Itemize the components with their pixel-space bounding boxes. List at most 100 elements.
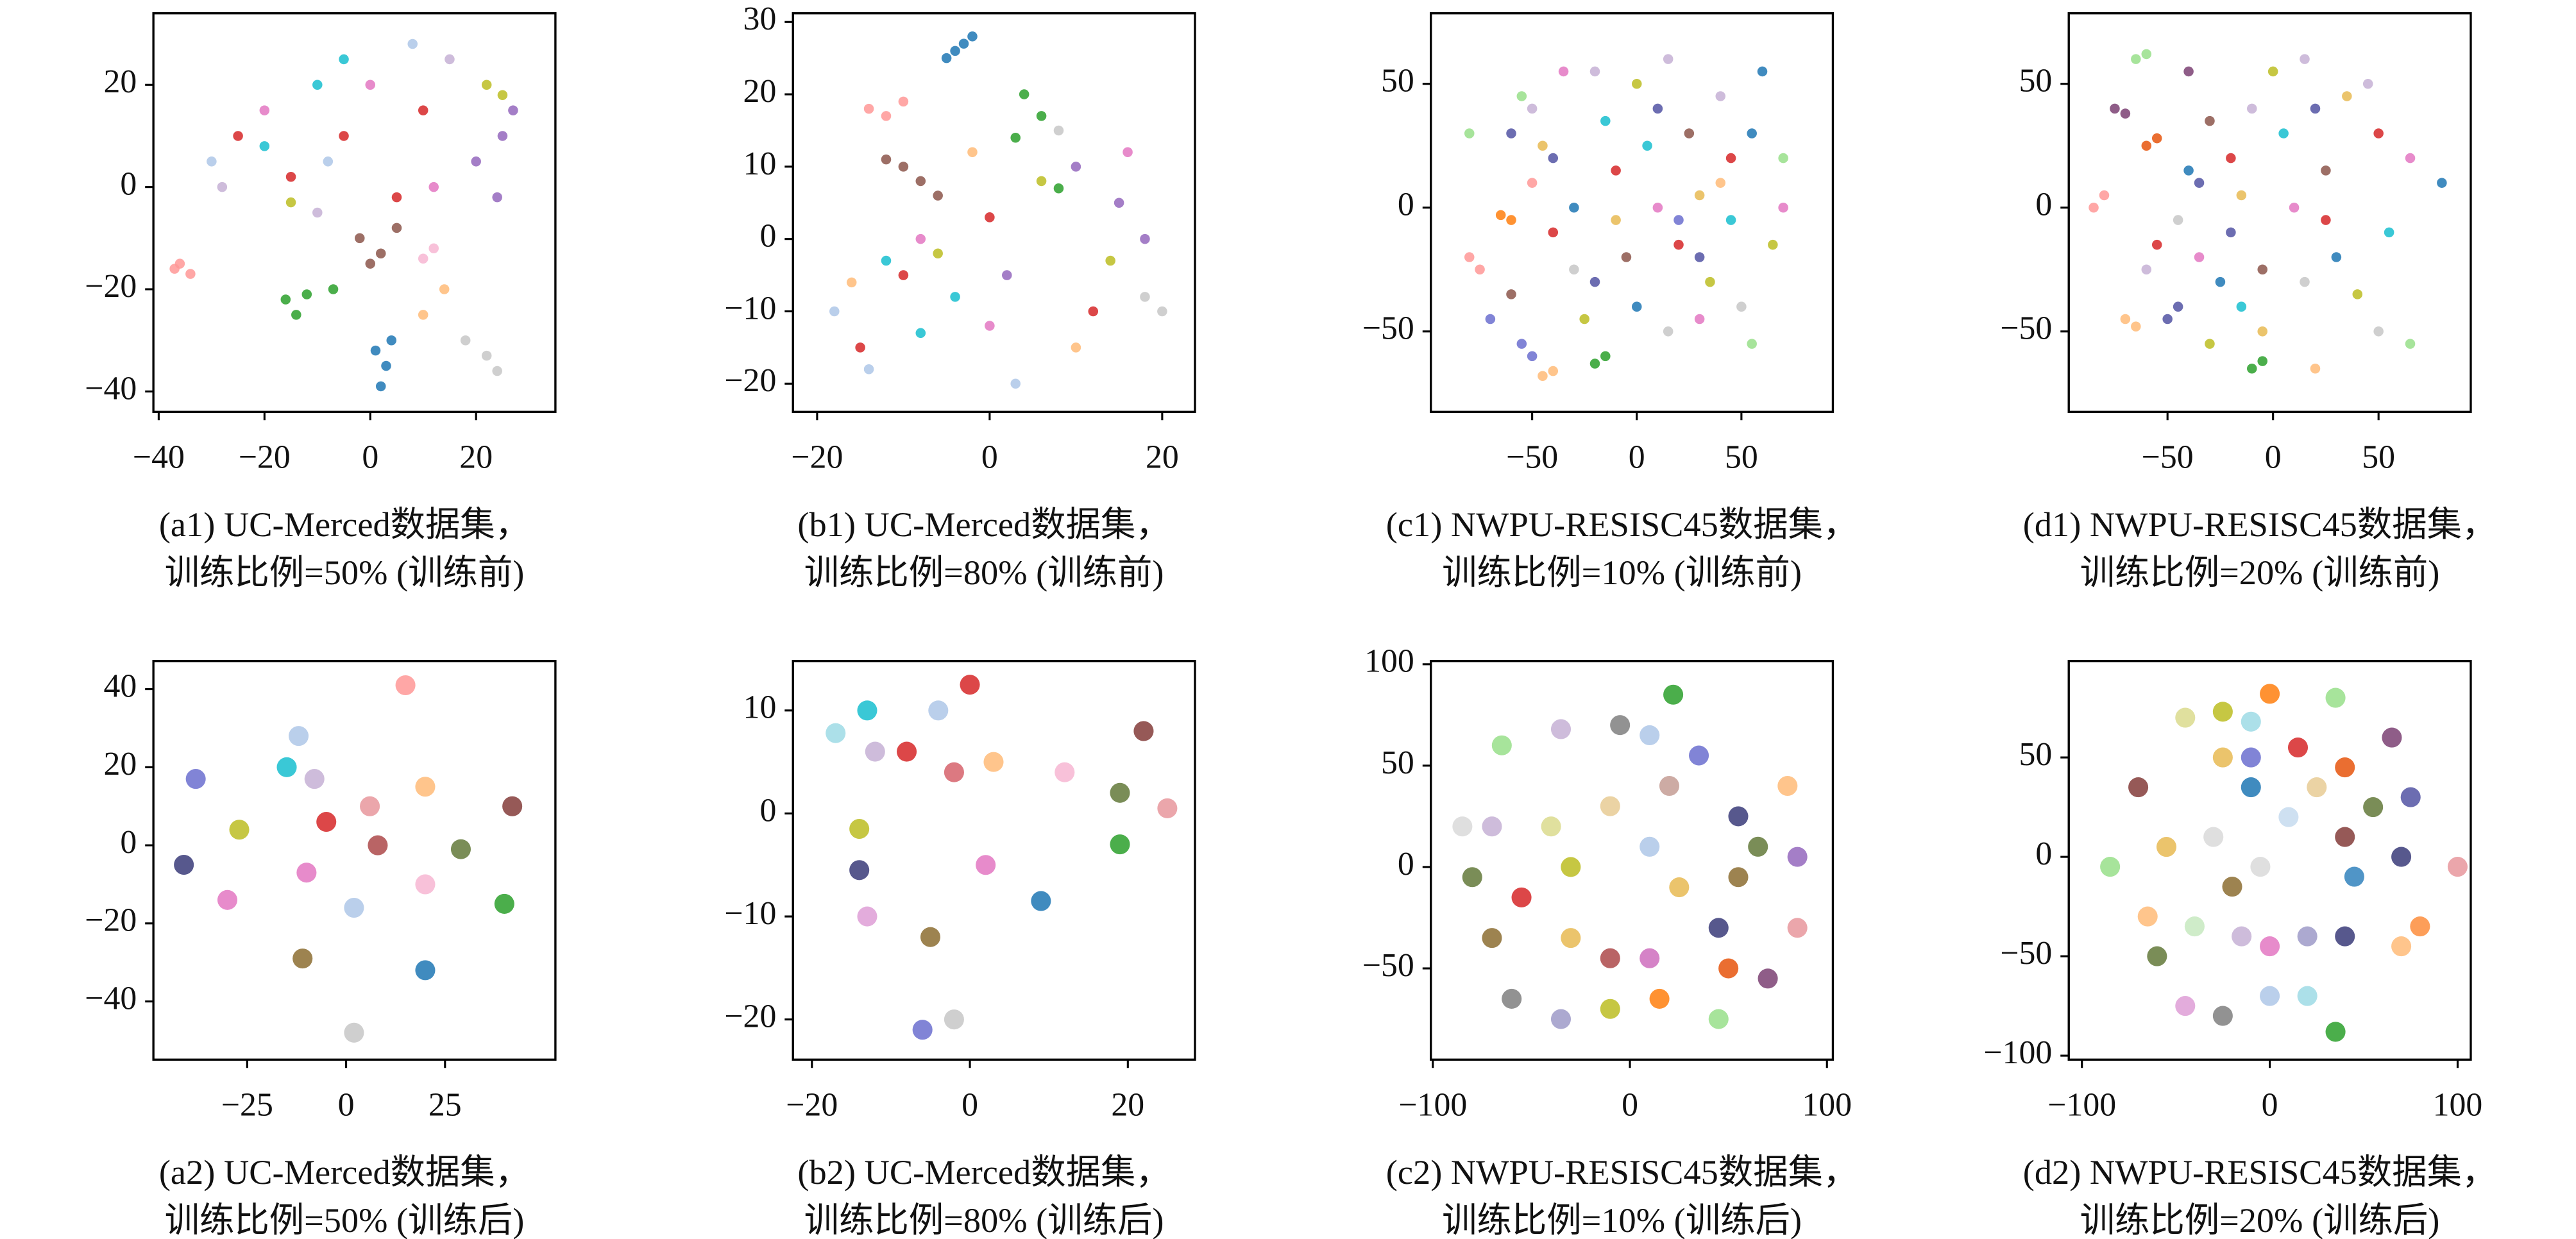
- point: [2137, 906, 2158, 927]
- point: [481, 350, 492, 361]
- point: [1663, 326, 1674, 337]
- y-tick-label: 20: [743, 73, 777, 110]
- y-tick-label: 30: [743, 1, 777, 37]
- point: [1516, 339, 1527, 349]
- point: [1778, 203, 1788, 213]
- point: [2100, 857, 2121, 877]
- point: [2335, 827, 2355, 847]
- y-tick-label: −100: [1983, 1034, 2052, 1071]
- point: [1694, 314, 1705, 324]
- point: [1538, 140, 1548, 151]
- point: [1462, 867, 1482, 888]
- point: [1600, 948, 1620, 968]
- point: [1718, 958, 1739, 979]
- point: [1157, 306, 1167, 317]
- point: [881, 154, 892, 165]
- point: [2226, 153, 2236, 164]
- point: [217, 889, 238, 910]
- point: [2257, 264, 2267, 275]
- y-tick-label: 50: [2019, 63, 2053, 99]
- point: [897, 741, 917, 762]
- y-tick-label: 0: [759, 218, 776, 255]
- y-tick-label: 10: [743, 689, 777, 726]
- point: [2175, 707, 2196, 728]
- point: [285, 171, 296, 182]
- point: [983, 752, 1004, 772]
- point: [2300, 276, 2310, 287]
- point: [1527, 351, 1538, 362]
- point: [863, 364, 874, 375]
- point: [1071, 342, 1081, 353]
- point: [1642, 140, 1652, 151]
- y-tick-label: 0: [120, 824, 137, 861]
- point: [1464, 252, 1475, 262]
- point: [2183, 165, 2194, 176]
- point: [1114, 198, 1124, 208]
- point: [344, 1022, 364, 1043]
- point: [1694, 190, 1705, 201]
- point: [1527, 103, 1538, 114]
- point: [1464, 128, 1475, 139]
- point: [2151, 239, 2162, 250]
- point: [2447, 857, 2468, 877]
- point: [1600, 115, 1611, 126]
- point: [381, 360, 391, 371]
- point: [207, 156, 217, 167]
- point: [2257, 356, 2267, 366]
- point: [2151, 133, 2162, 144]
- point: [1725, 153, 1736, 164]
- point: [857, 906, 877, 927]
- x-tick-label: −25: [221, 1086, 273, 1123]
- point: [944, 762, 964, 782]
- point: [1777, 775, 1798, 796]
- point: [1689, 745, 1709, 766]
- point: [2267, 66, 2278, 77]
- point: [395, 675, 416, 696]
- point: [1019, 89, 1030, 99]
- x-tick-label: 50: [2362, 439, 2395, 475]
- point: [958, 38, 969, 49]
- point: [185, 269, 196, 279]
- y-tick-label: −20: [85, 268, 137, 305]
- point: [1579, 314, 1589, 324]
- point: [316, 812, 337, 832]
- point: [976, 855, 996, 875]
- point: [2232, 926, 2252, 947]
- point: [1736, 301, 1747, 312]
- caption: 训练比例=20% (训练后): [2080, 1201, 2440, 1239]
- x-tick-label: 0: [1629, 439, 1645, 475]
- point: [391, 192, 402, 203]
- point: [296, 863, 317, 883]
- point: [2173, 215, 2183, 225]
- point: [2373, 128, 2384, 139]
- point: [2215, 276, 2226, 287]
- point: [1728, 806, 1749, 827]
- axes-frame: [792, 660, 1196, 1061]
- point: [445, 54, 455, 65]
- y-tick-label: −10: [724, 895, 776, 932]
- point: [829, 306, 840, 317]
- point: [898, 162, 909, 172]
- point: [1010, 378, 1021, 389]
- point: [1659, 775, 1680, 796]
- axes-frame: [792, 12, 1196, 413]
- point: [985, 321, 995, 331]
- point: [2236, 190, 2247, 201]
- point: [2110, 103, 2120, 114]
- caption: 训练比例=80% (训练前): [804, 553, 1164, 592]
- y-tick-label: 20: [103, 746, 137, 782]
- point: [2405, 339, 2416, 349]
- point: [915, 328, 926, 339]
- y-tick-label: 0: [2035, 836, 2052, 872]
- point: [1663, 54, 1674, 64]
- point: [1110, 782, 1130, 803]
- point: [2183, 66, 2194, 77]
- point: [1105, 255, 1115, 266]
- point: [1550, 1009, 1572, 1029]
- point: [1123, 147, 1133, 158]
- point: [185, 769, 206, 789]
- point: [857, 700, 877, 721]
- point: [312, 207, 323, 218]
- point: [1558, 66, 1569, 77]
